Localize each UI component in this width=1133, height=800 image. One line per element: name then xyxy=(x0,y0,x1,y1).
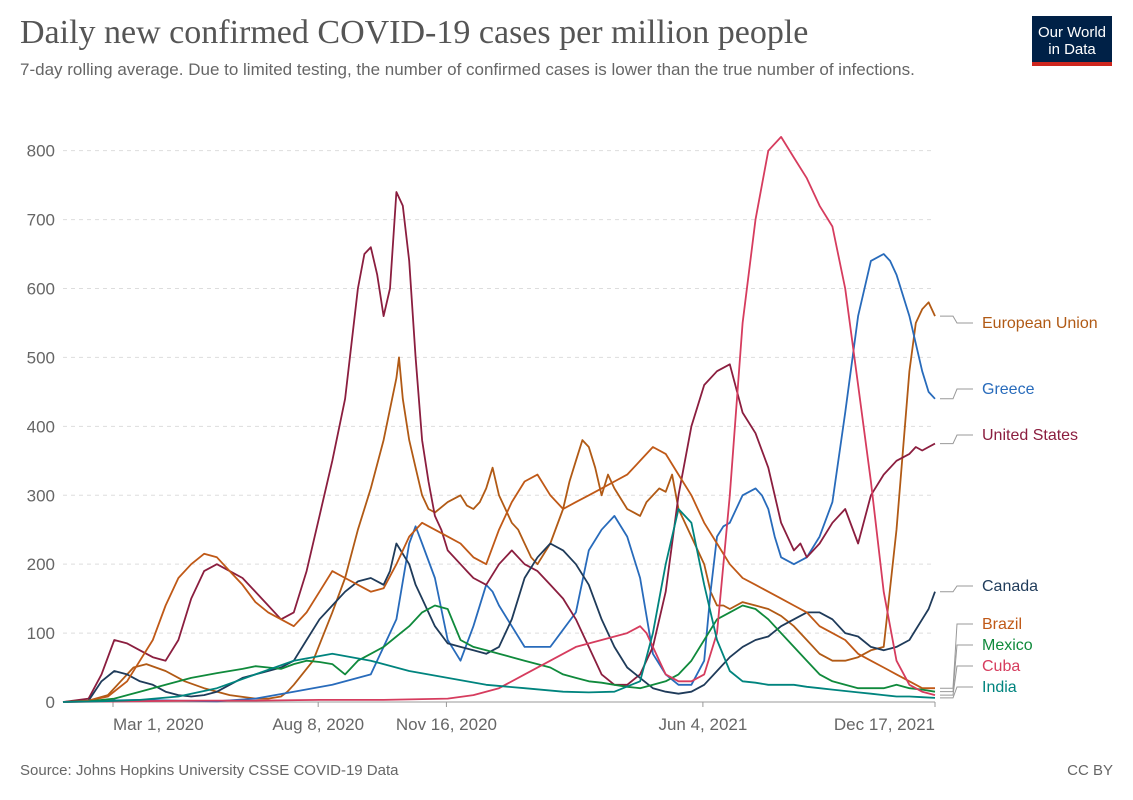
series-label-european-union[interactable]: European Union xyxy=(982,315,1098,332)
x-tick-label: Aug 8, 2020 xyxy=(272,715,364,734)
label-connector-canada xyxy=(940,585,973,593)
chart-subtitle: 7-day rolling average. Due to limited te… xyxy=(20,60,915,79)
label-connector-brazil xyxy=(940,623,973,689)
y-tick-label: 600 xyxy=(27,280,55,299)
series-label-mexico[interactable]: Mexico xyxy=(982,637,1033,654)
label-connector-cuba xyxy=(940,665,973,696)
series-line-india[interactable] xyxy=(62,508,936,703)
y-tick-label: 700 xyxy=(27,211,55,230)
x-tick-label: Dec 17, 2021 xyxy=(834,715,935,734)
x-axis-ticks: Mar 1, 2020 Aug 8, 2020 Nov 16, 2020 Jun 4,… xyxy=(112,702,936,734)
license-label[interactable]: CC BY xyxy=(1067,762,1113,779)
y-tick-label: 100 xyxy=(27,624,55,643)
gridlines xyxy=(63,150,935,703)
series-label-cuba[interactable]: Cuba xyxy=(982,658,1020,675)
series-lines xyxy=(62,136,936,703)
series-label-brazil[interactable]: Brazil xyxy=(982,616,1022,633)
y-tick-label: 400 xyxy=(27,417,55,436)
logo-line-1: Our World xyxy=(1037,24,1107,41)
label-connector-european-union xyxy=(940,315,973,324)
y-tick-label: 800 xyxy=(27,142,55,161)
series-line-cuba[interactable] xyxy=(62,136,936,703)
series-label-india[interactable]: India xyxy=(982,679,1017,696)
x-tick-label: Jun 4, 2021 xyxy=(658,715,747,734)
series-line-brazil[interactable] xyxy=(62,446,935,703)
owid-logo[interactable]: Our World in Data xyxy=(1032,16,1112,66)
label-connector-mexico xyxy=(940,644,973,693)
label-connector-united-states xyxy=(940,434,973,445)
y-tick-label: 200 xyxy=(27,555,55,574)
series-line-european-union[interactable] xyxy=(62,301,936,703)
series-label-canada[interactable]: Canada xyxy=(982,578,1038,595)
series-line-mexico[interactable] xyxy=(62,604,936,703)
y-tick-label: 500 xyxy=(27,348,55,367)
label-connector-greece xyxy=(940,388,973,400)
source-note[interactable]: Source: Johns Hopkins University CSSE CO… xyxy=(20,762,399,779)
series-line-greece[interactable] xyxy=(62,253,936,703)
y-tick-label: 300 xyxy=(27,486,55,505)
series-label-greece[interactable]: Greece xyxy=(982,381,1035,398)
x-tick-label: Nov 16, 2020 xyxy=(396,715,497,734)
x-tick-label: Mar 1, 2020 xyxy=(113,715,204,734)
logo-line-2: in Data xyxy=(1048,41,1096,58)
label-connector-india xyxy=(940,686,973,699)
chart-title: Daily new confirmed COVID-19 cases per m… xyxy=(20,14,809,51)
series-line-united-states[interactable] xyxy=(62,191,936,703)
y-tick-label: 0 xyxy=(46,693,55,712)
y-axis-ticks: 0 100 200 300 400 500 600 700 800 xyxy=(27,142,55,712)
series-labels: European Union Greece United States Canada B… xyxy=(940,315,1098,699)
series-label-united-states[interactable]: United States xyxy=(982,427,1078,444)
